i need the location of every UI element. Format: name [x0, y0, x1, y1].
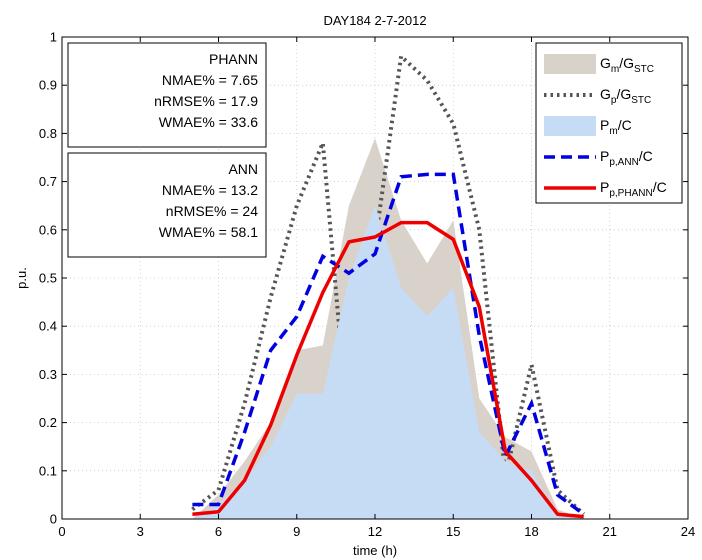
series-layer	[191, 52, 586, 519]
y-axis-label: p.u.	[14, 267, 29, 289]
annotation-line-3: WMAE% = 33.6	[159, 114, 258, 130]
legend-entry-gp: Gp/GSTC	[544, 86, 651, 106]
annotation-line-0: PHANN	[209, 51, 258, 67]
series-line-pphann	[192, 220, 584, 519]
x-axis-label: time (h)	[353, 543, 397, 558]
legend-label-pann: Pp,ANN/C	[600, 148, 653, 168]
legend-label-pm: Pm/C	[600, 117, 632, 137]
y-tick-label-1: 0.1	[39, 463, 57, 478]
legend-entry-pm: Pm/C	[544, 116, 632, 137]
annotation-box-ann: ANN NMAE% = 13.2 nRMSE% = 24 WMAE% = 58.1	[67, 152, 267, 258]
x-tick-label-5: 15	[446, 524, 460, 539]
y-tick-label-9: 0.9	[39, 78, 57, 93]
series-line-pann	[192, 172, 585, 516]
x-tick-label-1: 3	[137, 524, 144, 539]
y-tick-label-7: 0.7	[39, 174, 57, 189]
y-tick-label-5: 0.5	[39, 271, 57, 286]
chart-title: DAY184 2-7-2012	[323, 13, 426, 28]
x-tick-label-0: 0	[58, 524, 65, 539]
legend-swatch-pm	[544, 116, 596, 136]
series-area-pm	[192, 205, 584, 519]
legend-label-gp: Gp/GSTC	[600, 86, 651, 106]
legend-entry-pphann: Pp,PHANN/C	[544, 179, 667, 199]
annotation-line-2: nRMSE% = 17.9	[154, 93, 258, 109]
legend-label-gm: Gm/GSTC	[600, 55, 654, 75]
annotation-line-1: NMAE% = 13.2	[162, 182, 258, 198]
x-tick-label-3: 9	[293, 524, 300, 539]
annotation-line-2: nRMSE% = 24	[166, 203, 258, 219]
legend-label-pphann: Pp,PHANN/C	[600, 179, 667, 199]
annotation-box-frame	[67, 42, 267, 148]
legend: Gm/GSTC Gp/GSTC Pm/C Pp,ANN/C Pp,PHANN/C	[535, 42, 683, 204]
ticks: 0 3 6 9 12 15 18 21 24 0 0.1 0.2 0.3 0.4 0.5 0.6 0.7 0.8 0…	[39, 30, 695, 540]
legend-entry-gm: Gm/GSTC	[544, 54, 654, 75]
y-tick-label-2: 0.2	[39, 415, 57, 430]
y-tick-label-6: 0.6	[39, 222, 57, 237]
annotation-line-1: NMAE% = 7.65	[162, 72, 258, 88]
y-tick-label-8: 0.8	[39, 126, 57, 141]
legend-swatch-gm	[544, 54, 596, 74]
annotation-boxes: PHANN NMAE% = 7.65 nRMSE% = 17.9 WMAE% = 33…	[67, 42, 267, 258]
legend-entry-pann: Pp,ANN/C	[544, 148, 653, 168]
x-tick-label-6: 18	[524, 524, 538, 539]
series-line-gp	[191, 52, 586, 516]
x-tick-label-7: 21	[603, 524, 617, 539]
annotation-box-phann: PHANN NMAE% = 7.65 nRMSE% = 17.9 WMAE% = 33…	[67, 42, 267, 148]
y-tick-label-3: 0.3	[39, 367, 57, 382]
y-tick-label-4: 0.4	[39, 319, 57, 334]
x-tick-label-8: 24	[681, 524, 695, 539]
x-tick-label-4: 12	[368, 524, 382, 539]
annotation-line-3: WMAE% = 58.1	[159, 224, 258, 240]
y-tick-label-0: 0	[50, 512, 57, 527]
y-tick-label-10: 1	[50, 30, 57, 45]
x-tick-label-2: 6	[215, 524, 222, 539]
annotation-box-frame	[67, 152, 267, 258]
annotation-line-0: ANN	[228, 161, 258, 177]
